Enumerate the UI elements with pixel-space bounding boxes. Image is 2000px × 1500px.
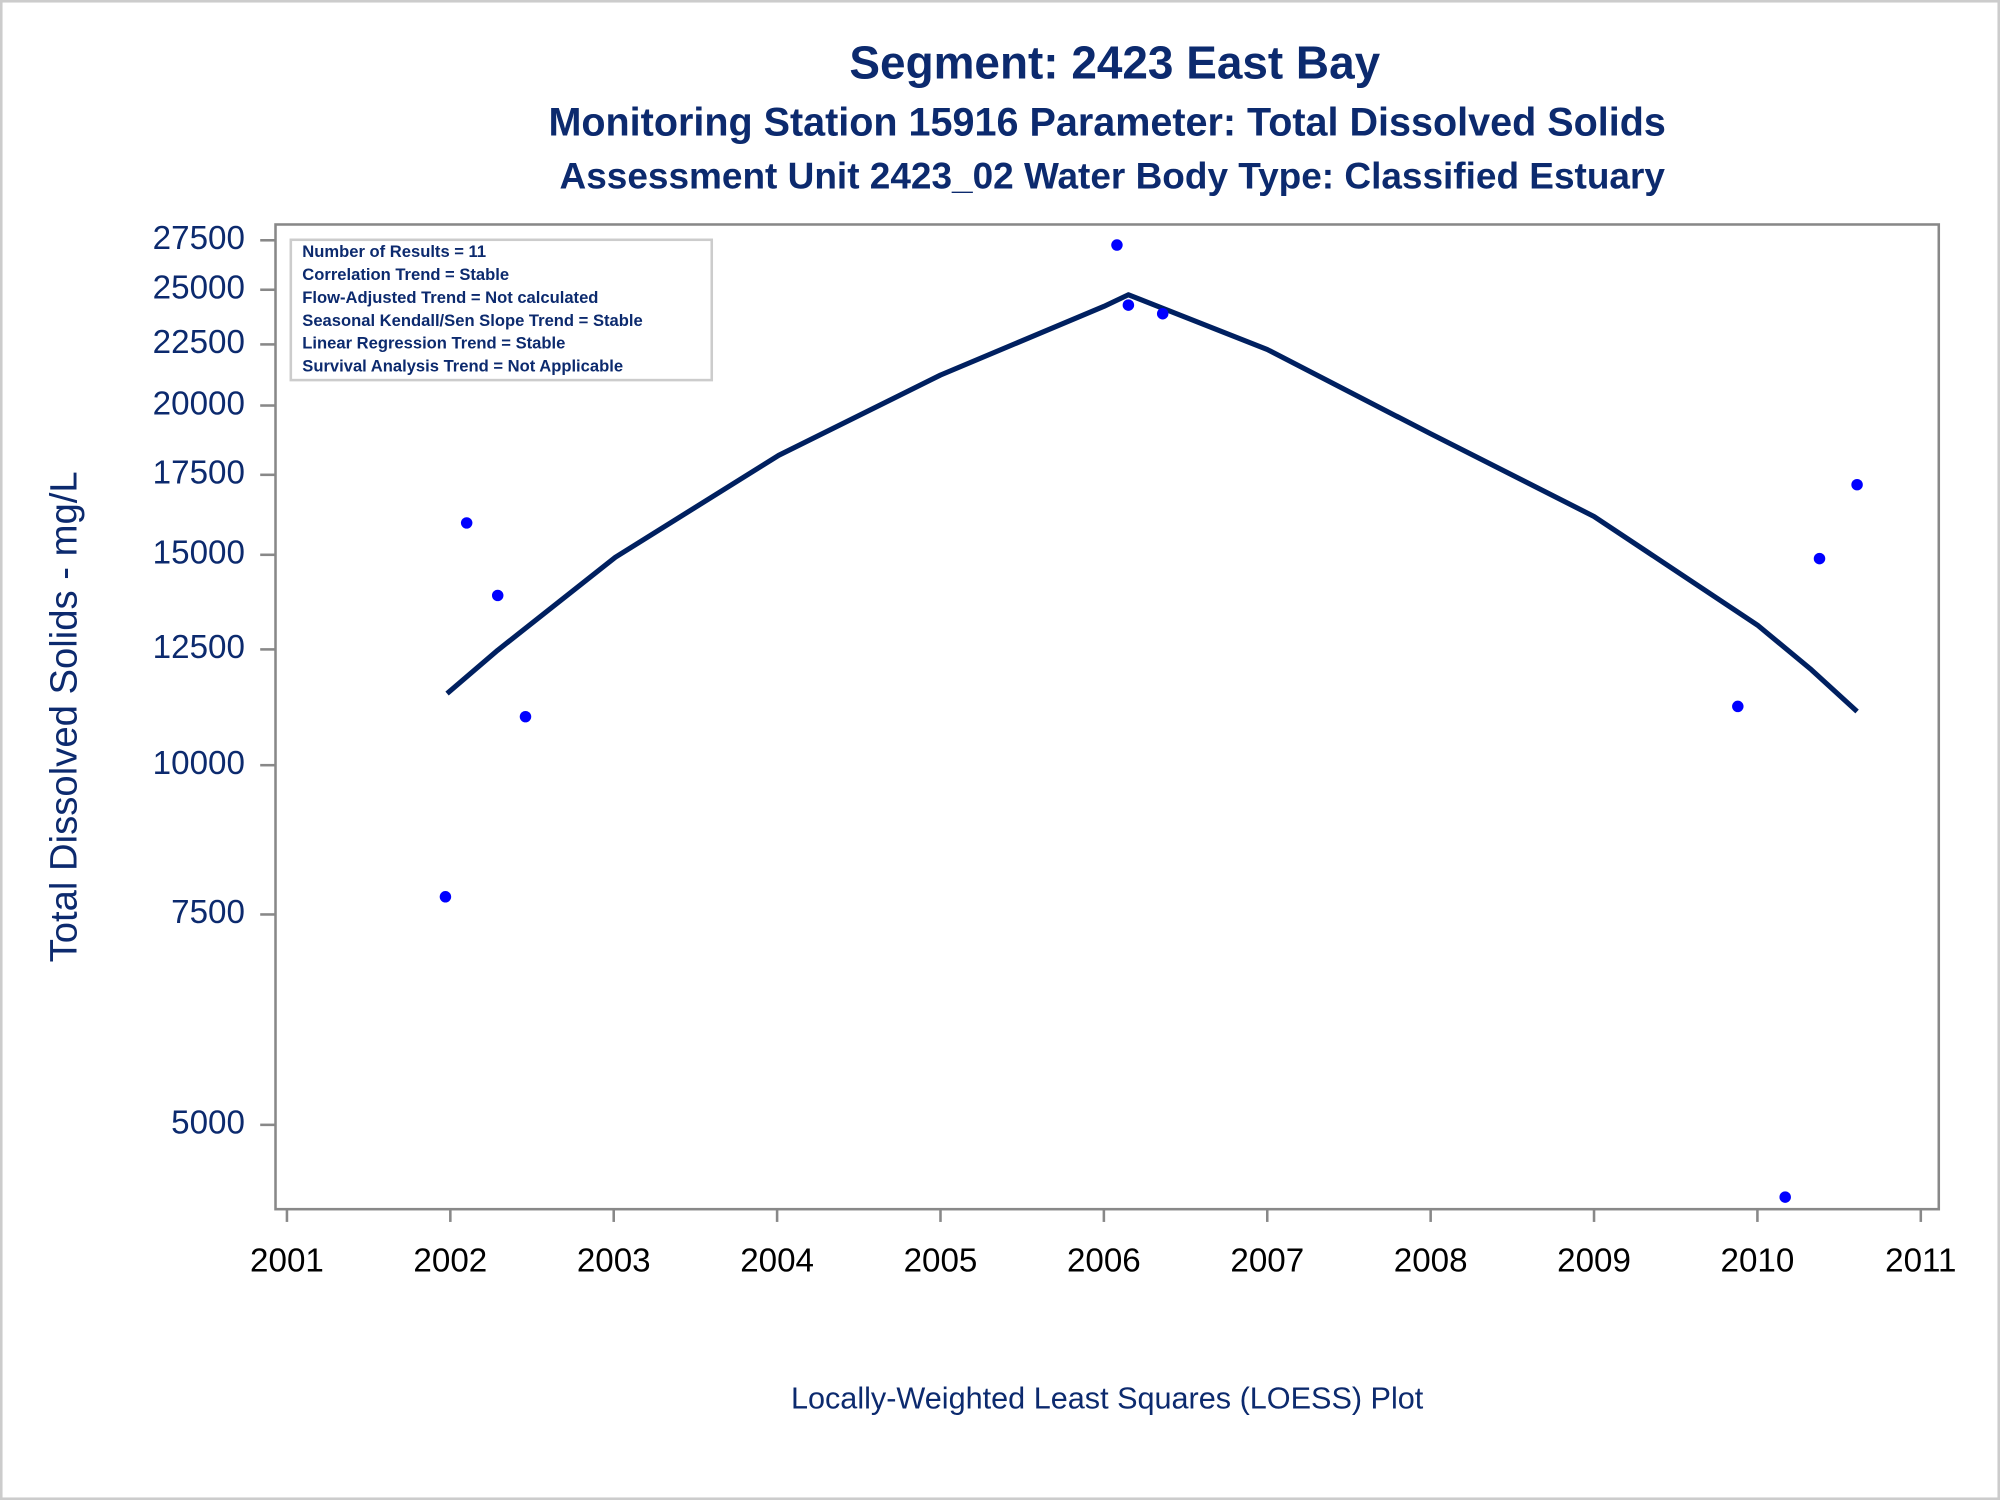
x-tick-label: 2004 [740, 1243, 814, 1280]
y-tick-label: 25000 [153, 270, 245, 307]
y-tick-label: 17500 [153, 455, 245, 492]
x-tick-label: 2011 [1885, 1243, 1956, 1280]
data-point [1851, 478, 1863, 491]
data-point [519, 710, 532, 723]
x-tick-label: 2007 [1230, 1243, 1304, 1280]
data-point [1779, 1191, 1791, 1203]
y-axis-label: Total Dissolved Solids - mg/L [42, 471, 85, 962]
y-tick-label: 27500 [153, 220, 245, 257]
chart-title: Segment: 2423 East Bay [849, 36, 1380, 88]
x-tick-label: 2008 [1394, 1243, 1468, 1280]
data-point [1122, 299, 1135, 311]
stats-box [289, 238, 714, 382]
x-tick-label: 2003 [577, 1243, 651, 1280]
stats-line: Seasonal Kendall/Sen Slope Trend = Stabl… [302, 311, 642, 330]
x-tick-label: 2001 [250, 1243, 324, 1280]
data-point [460, 517, 473, 529]
stats-line: Flow-Adjusted Trend = Not calculated [302, 288, 598, 307]
y-tick-label: 10000 [153, 745, 245, 782]
stats-line: Number of Results = 11 [302, 242, 486, 261]
data-point [491, 589, 504, 602]
x-tick-label: 2002 [413, 1243, 487, 1280]
data-point [1732, 700, 1744, 713]
stats-line: Linear Regression Trend = Stable [302, 334, 565, 353]
x-tick-label: 2009 [1557, 1243, 1631, 1280]
y-tick-label: 20000 [153, 385, 245, 422]
y-tick-label: 12500 [153, 629, 245, 666]
data-point [1813, 552, 1826, 565]
chart-subtitle: Monitoring Station 15916 Parameter: Tota… [548, 100, 1665, 144]
data-point [1111, 239, 1123, 251]
loess-line [445, 292, 1859, 714]
x-tick-label: 2006 [1067, 1243, 1141, 1280]
x-tick-label: 2010 [1721, 1243, 1795, 1280]
stats-line: Survival Analysis Trend = Not Applicable [302, 357, 623, 376]
footnote: Locally-Weighted Least Squares (LOESS) P… [791, 1382, 1424, 1416]
x-tick-label: 2005 [904, 1243, 978, 1280]
y-tick-label: 7500 [171, 894, 245, 931]
y-tick-label: 15000 [153, 535, 245, 572]
stats-line: Correlation Trend = Stable [302, 265, 509, 284]
y-tick-label: 22500 [153, 324, 245, 361]
y-tick-label: 5000 [171, 1105, 245, 1142]
data-point [1156, 308, 1169, 320]
plot-frame [274, 223, 1941, 1211]
data-point [439, 891, 452, 903]
chart-subtitle: Assessment Unit 2423_02 Water Body Type:… [560, 155, 1666, 196]
